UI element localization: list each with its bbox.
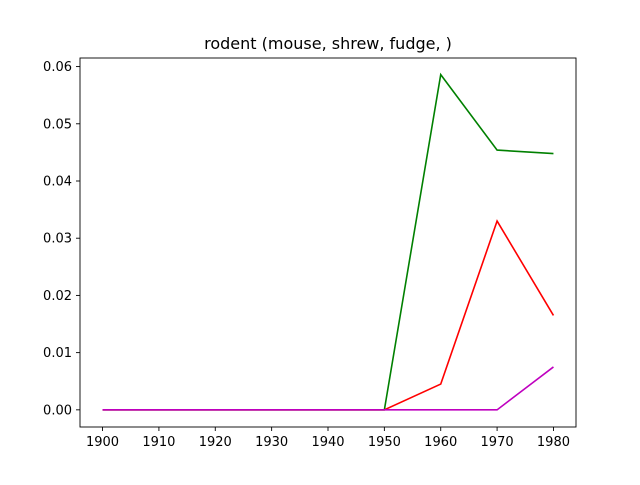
chart-title: rodent (mouse, shrew, fudge, ) [204,34,452,53]
y-tick-label: 0.01 [43,346,72,361]
y-tick-label: 0.02 [43,289,72,304]
x-tick-label: 1930 [255,435,288,450]
x-tick-label: 1900 [86,435,119,450]
y-tick-label: 0.05 [43,117,72,132]
axes-frame [79,57,577,428]
x-tick-label: 1980 [537,435,570,450]
x-tick-label: 1950 [368,435,401,450]
x-tick-label: 1960 [424,435,457,450]
x-tick-label: 1910 [142,435,175,450]
x-tick-label: 1940 [311,435,344,450]
y-tick-label: 0.06 [43,60,72,75]
plot-area: 1900 1910 1920 1930 1940 1950 1960 1970 1980 0.00… [43,57,577,450]
y-tick-label: 0.03 [43,232,72,247]
series-line-1 [102,72,554,411]
series-line-2 [102,219,555,411]
series-line-3 [102,366,554,411]
y-tick-label: 0.00 [43,403,72,418]
y-tick-label: 0.04 [43,175,72,190]
x-tick-label: 1920 [199,435,232,450]
x-tick-label: 1970 [481,435,514,450]
